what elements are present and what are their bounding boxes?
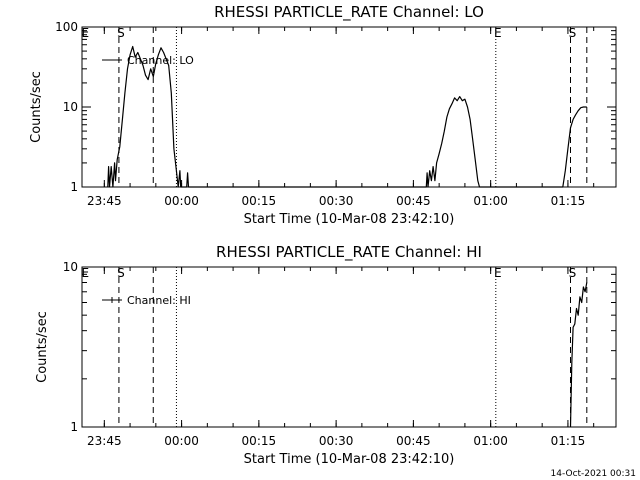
marker-label: S xyxy=(569,266,577,280)
series-line xyxy=(569,282,588,428)
x-tick-label: 00:00 xyxy=(164,434,199,448)
y-tick-label: 1 xyxy=(70,420,78,434)
x-tick-label: 01:00 xyxy=(473,434,508,448)
x-tick-label: 01:15 xyxy=(551,434,586,448)
x-tick-label: 01:15 xyxy=(551,194,586,208)
legend-label: Channel: LO xyxy=(127,54,194,67)
y-tick-label: 100 xyxy=(55,20,78,34)
legend-label: Channel: HI xyxy=(127,294,191,307)
x-tick-label: 01:00 xyxy=(473,194,508,208)
marker-label: S xyxy=(117,266,125,280)
x-tick-label: 00:45 xyxy=(396,434,431,448)
x-tick-label: 00:15 xyxy=(242,434,277,448)
marker-label: E xyxy=(81,266,89,280)
chart-title: RHESSI PARTICLE_RATE Channel: LO xyxy=(214,3,484,22)
y-axis-label: Counts/sec xyxy=(29,71,44,143)
plot-lo-channel: RHESSI PARTICLE_RATE Channel: LO 23:45 00:… xyxy=(29,3,617,227)
x-tick-label: 23:45 xyxy=(87,194,122,208)
series-line xyxy=(107,45,587,188)
y-tick-label: 1 xyxy=(70,180,78,194)
x-tick-label: 00:00 xyxy=(164,194,199,208)
y-tick-label: 10 xyxy=(63,100,78,114)
y-tick-label: 10 xyxy=(63,260,78,274)
marker-label: E xyxy=(81,26,89,40)
plot-timestamp: 14-Oct-2021 00:31 xyxy=(551,469,636,479)
x-axis-label: Start Time (10-Mar-08 23:42:10) xyxy=(244,452,455,467)
x-tick-label: 00:15 xyxy=(242,194,277,208)
y-axis-label: Counts/sec xyxy=(35,311,50,383)
x-tick-label: 00:45 xyxy=(396,194,431,208)
plot-hi-channel: RHESSI PARTICLE_RATE Channel: HI 23:45 00:… xyxy=(35,243,617,467)
marker-label: E xyxy=(494,26,502,40)
marker-label: S xyxy=(569,26,577,40)
x-tick-label: 00:30 xyxy=(319,434,354,448)
marker-label: E xyxy=(494,266,502,280)
chart-title: RHESSI PARTICLE_RATE Channel: HI xyxy=(216,243,482,262)
x-tick-label: 00:30 xyxy=(319,194,354,208)
marker-label: S xyxy=(117,26,125,40)
x-axis-label: Start Time (10-Mar-08 23:42:10) xyxy=(244,212,455,227)
plot-frame xyxy=(81,266,617,428)
x-tick-label: 23:45 xyxy=(87,434,122,448)
